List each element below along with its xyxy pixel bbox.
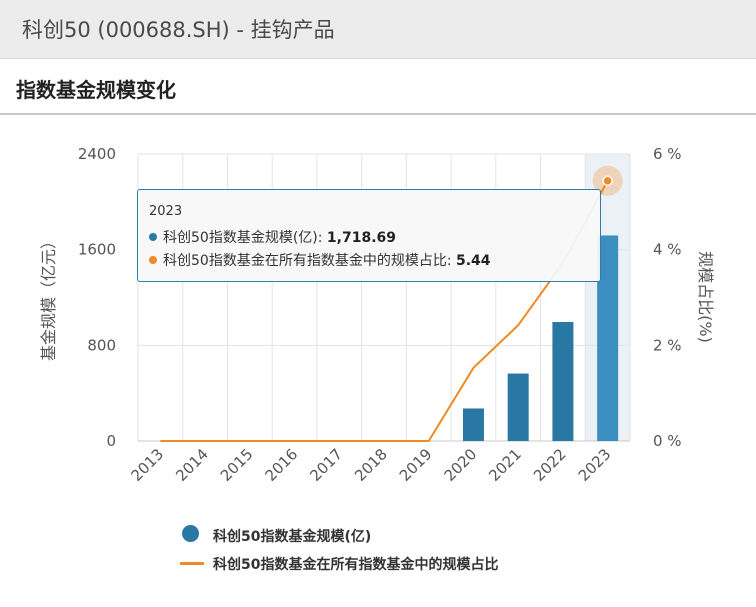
tooltip-row-fund-size: 科创50指数基金规模(亿): 1,718.69 — [149, 227, 396, 247]
bar-2023 — [597, 235, 619, 441]
x-tick-label: 2021 — [485, 445, 525, 485]
tooltip-row-share: 科创50指数基金在所有指数基金中的规模占比: 5.44 — [149, 250, 491, 270]
tooltip-year: 2023 — [149, 204, 183, 219]
y2-tick-label: 6 % — [653, 145, 682, 163]
section-divider — [0, 113, 756, 115]
y-tick-label: 1600 — [78, 241, 116, 259]
y-tick-label: 2400 — [78, 145, 116, 163]
chart-tooltip: 2023 科创50指数基金规模(亿): 1,718.69 科创50指数基金在所有… — [137, 189, 601, 282]
x-tick-label: 2018 — [351, 445, 391, 485]
legend-label-share: 科创50指数基金在所有指数基金中的规模占比 — [213, 557, 499, 573]
legend-label-fund-size: 科创50指数基金规模(亿) — [213, 529, 372, 545]
tooltip-row2-label: 科创50指数基金在所有指数基金中的规模占比: — [163, 253, 456, 269]
left-axis-ticks: 0 800 1600 2400 — [78, 145, 116, 450]
tooltip-row1-value: 1,718.69 — [326, 230, 396, 246]
y2-tick-label: 2 % — [653, 336, 682, 354]
tooltip-row1-label: 科创50指数基金规模(亿): — [163, 230, 327, 246]
x-tick-label: 2019 — [396, 445, 436, 485]
bar-series — [462, 235, 619, 441]
bar-2022 — [552, 322, 574, 441]
y-tick-label: 800 — [87, 336, 116, 354]
line-series — [160, 165, 623, 442]
tooltip-row2-value: 5.44 — [455, 253, 491, 269]
bar-2021 — [507, 373, 529, 441]
x-tick-label: 2023 — [575, 445, 615, 485]
x-tick-label: 2015 — [217, 445, 257, 485]
x-tick-label: 2020 — [441, 445, 481, 485]
x-tick-label: 2022 — [530, 445, 570, 485]
share-line — [160, 180, 609, 442]
x-tick-label: 2017 — [306, 445, 346, 485]
hover-point — [602, 175, 613, 187]
page-title: 科创50 (000688.SH) - 挂钩产品 — [22, 18, 335, 42]
x-tick-label: 2013 — [127, 445, 167, 485]
y-tick-label: 0 — [106, 432, 116, 450]
bar-2020 — [462, 408, 484, 441]
legend-line-swatch — [180, 562, 204, 565]
x-tick-label: 2014 — [172, 445, 212, 485]
x-axis-ticks: 2013 2014 2015 2016 2017 2018 2019 2020 2021 2022… — [127, 445, 614, 485]
legend-bar-swatch — [182, 525, 199, 542]
tooltip-line-marker — [149, 256, 157, 264]
page-header: 科创50 (000688.SH) - 挂钩产品 — [0, 0, 756, 59]
y2-tick-label: 4 % — [653, 241, 682, 259]
y-axis-label: 基金规模（亿元） — [39, 233, 58, 361]
section-title: 指数基金规模变化 — [16, 78, 176, 102]
x-tick-label: 2016 — [262, 445, 302, 485]
y2-tick-label: 0 % — [653, 432, 682, 450]
right-axis-ticks: 0 % 2 % 4 % 6 % — [653, 145, 682, 450]
tooltip-bar-marker — [149, 233, 157, 241]
y2-axis-label: 规模占比(%) — [696, 251, 715, 343]
